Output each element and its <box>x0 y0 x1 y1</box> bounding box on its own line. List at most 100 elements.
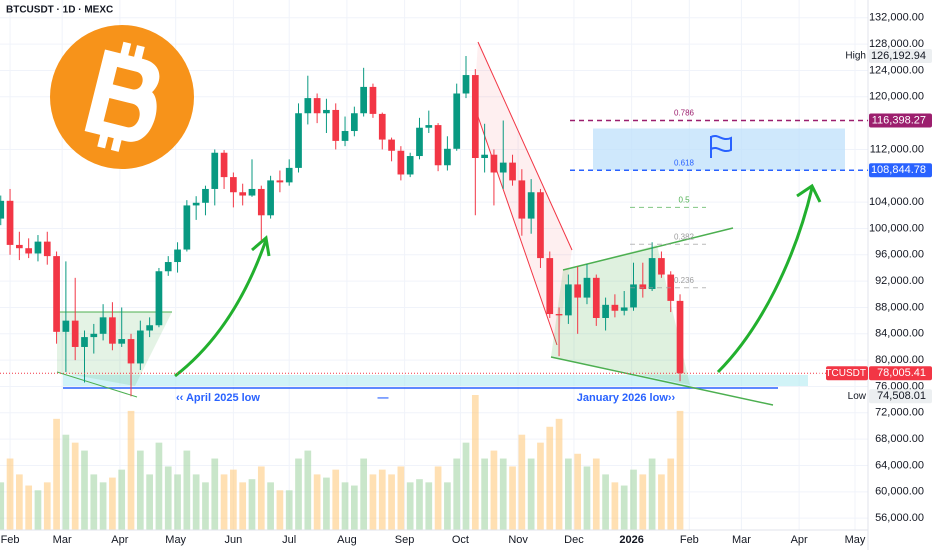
volume-bar <box>313 474 321 530</box>
y-tick-label: 132,000.00 <box>869 12 924 24</box>
x-tick-label: Jul <box>282 534 296 546</box>
x-tick-label: Oct <box>452 534 469 546</box>
volume-bar <box>565 458 572 530</box>
volume-bar <box>434 466 442 530</box>
volume-bar <box>639 474 647 530</box>
price-tag-label: 108,844.78 <box>871 164 926 176</box>
arrow-head <box>796 183 822 203</box>
candle-body <box>555 314 563 316</box>
candle-body <box>174 249 181 263</box>
candle-body <box>127 339 135 364</box>
volume-bar <box>388 474 395 530</box>
volume-bar <box>248 479 256 530</box>
annotation: — <box>378 392 389 404</box>
x-tick-label: May <box>845 534 866 546</box>
chart-title: BTCUSDT · 1D · MEXC <box>6 5 113 16</box>
candle-body <box>285 167 293 183</box>
y-tick-label: 120,000.00 <box>869 91 924 103</box>
price-tag-name: BTCUSDT <box>819 368 866 379</box>
volume-bar <box>667 458 675 530</box>
x-tick-label: Aug <box>337 534 357 546</box>
volume-bar <box>118 469 126 530</box>
fib-label: 0.618 <box>674 158 695 167</box>
support-band <box>63 375 808 386</box>
annotation: January 2026 low›› <box>577 392 676 404</box>
candle-body <box>630 284 637 308</box>
x-tick-label: May <box>165 534 186 546</box>
candle-body <box>611 304 619 311</box>
candle-body <box>397 150 405 175</box>
volume-bar <box>648 458 656 530</box>
y-tick-label: 88,000.00 <box>875 301 924 313</box>
fib-label: 0.382 <box>674 232 695 241</box>
fib-label: 0.236 <box>674 276 695 285</box>
flag-icon <box>710 135 732 158</box>
volume-bar <box>537 442 544 530</box>
x-tick-label: Dec <box>564 534 584 546</box>
x-tick-label: Apr <box>791 534 808 546</box>
volume-bar <box>471 395 479 530</box>
price-tag-name: Low <box>848 391 867 402</box>
candle-body <box>0 200 5 219</box>
volume-bar <box>34 490 42 530</box>
fib-label: 0.5 <box>678 196 690 205</box>
candle-body <box>164 262 172 272</box>
volume-bar <box>267 482 274 530</box>
price-tag-label: 78,005.41 <box>877 367 926 379</box>
candle-body <box>71 320 79 347</box>
volume-bar <box>183 450 191 530</box>
candle-body <box>99 317 107 334</box>
candle-body <box>658 258 665 275</box>
x-tick-label: Sep <box>395 534 415 546</box>
logo-glyph <box>97 132 109 149</box>
volume-bar <box>202 482 209 530</box>
logo-glyph <box>120 41 132 58</box>
volume-bar <box>211 458 219 530</box>
volume-bar <box>174 474 181 530</box>
candle-body <box>378 113 386 140</box>
volume-bar <box>81 450 88 530</box>
volume-bar <box>658 474 665 530</box>
candle-body <box>620 307 628 311</box>
arrow-head <box>251 235 271 257</box>
candle-body <box>62 320 70 332</box>
volume-bar <box>276 490 284 530</box>
y-tick-label: 124,000.00 <box>869 64 924 76</box>
candle-body <box>546 258 554 315</box>
channel-line <box>477 41 573 251</box>
volume-bar <box>0 482 5 530</box>
candle-body <box>425 125 433 128</box>
candle-body <box>276 180 284 183</box>
volume-bar <box>620 485 628 530</box>
candle-body <box>202 188 209 203</box>
candle-body <box>676 300 684 374</box>
y-tick-label: 96,000.00 <box>875 249 924 261</box>
candle-body <box>267 180 274 216</box>
volume-bar <box>109 477 116 530</box>
candle-body <box>499 162 507 173</box>
price-tag-label: 116,398.27 <box>872 114 926 126</box>
x-tick-label: Jun <box>225 534 243 546</box>
pattern-fill <box>57 312 172 386</box>
price-tag <box>869 113 932 128</box>
annotation: ‹‹ April 2025 low <box>176 392 260 404</box>
candle-body <box>53 256 60 332</box>
volume-bar <box>332 469 340 530</box>
candle-body <box>518 180 526 219</box>
y-tick-label: 92,000.00 <box>875 275 924 287</box>
candle-body <box>462 75 470 94</box>
bitcoin-logo <box>50 25 194 169</box>
candle-body <box>313 98 321 114</box>
y-tick-label: 56,000.00 <box>875 512 924 524</box>
fib-label: 0.786 <box>674 109 695 118</box>
volume-bar <box>16 474 23 530</box>
volume-bar <box>295 458 302 530</box>
y-tick-label: 68,000.00 <box>875 433 924 445</box>
price-tag-name-box <box>826 366 868 381</box>
candle-body <box>220 152 228 178</box>
volume-bar <box>71 442 79 530</box>
volume-bar <box>416 479 423 530</box>
price-tag <box>869 163 932 178</box>
volume-bar <box>444 482 451 530</box>
